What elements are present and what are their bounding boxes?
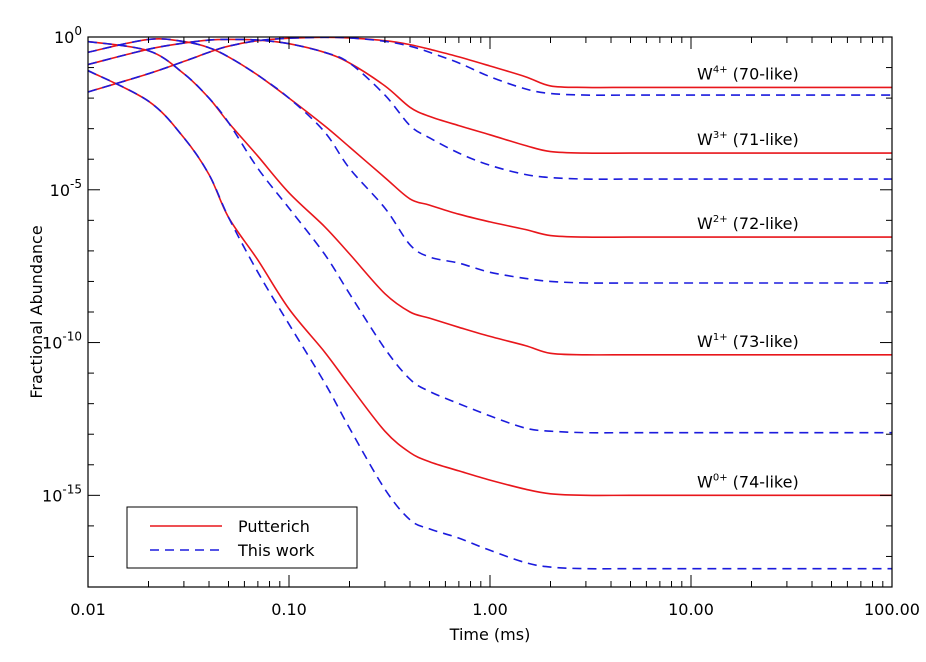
series-line-this-work-8 — [87, 40, 892, 434]
x-tick-label: 100.00 — [864, 600, 920, 619]
legend-label-0: Putterich — [238, 517, 310, 536]
plot-frame — [87, 36, 893, 588]
x-tick-label: 10.00 — [668, 600, 714, 619]
y-tick-label: 10-10 — [42, 330, 82, 353]
series-line-this-work-9 — [87, 69, 892, 570]
x-axis-label: Time (ms) — [449, 625, 531, 644]
annotation-label: W3+ (71-like) — [697, 130, 799, 149]
legend: Putterich This work — [126, 506, 358, 569]
x-tick-labels: 0.01 0.10 1.00 10.00 100.00 — [70, 600, 920, 619]
y-axis-label: Fractional Abundance — [27, 225, 46, 398]
axis-ticks — [87, 36, 893, 588]
annotation-label: W2+ (72-like) — [697, 214, 799, 233]
y-tick-label: 10-5 — [50, 177, 82, 200]
series-curves — [87, 36, 893, 570]
y-tick-labels: 100 10-5 10-10 10-15 — [42, 24, 82, 505]
annotation-label: W4+ (70-like) — [697, 64, 799, 83]
curve-annotations: W4+ (70-like) W3+ (71-like) W2+ (72-like) W… — [697, 64, 799, 491]
legend-box — [126, 506, 358, 569]
x-tick-label: 1.00 — [472, 600, 508, 619]
series-line-this-work-6 — [87, 38, 892, 180]
legend-label-1: This work — [237, 541, 315, 560]
series-line-putterich-0 — [87, 36, 892, 93]
annotation-label: W1+ (73-like) — [697, 332, 799, 351]
x-tick-label: 0.01 — [70, 600, 106, 619]
x-tick-label: 0.10 — [271, 600, 307, 619]
y-tick-label: 10-15 — [42, 482, 82, 505]
series-line-this-work-7 — [87, 38, 892, 284]
series-line-putterich-3 — [87, 40, 892, 356]
series-line-this-work-5 — [87, 36, 892, 96]
y-tick-label: 100 — [54, 24, 82, 47]
annotation-label: W0+ (74-like) — [697, 472, 799, 491]
